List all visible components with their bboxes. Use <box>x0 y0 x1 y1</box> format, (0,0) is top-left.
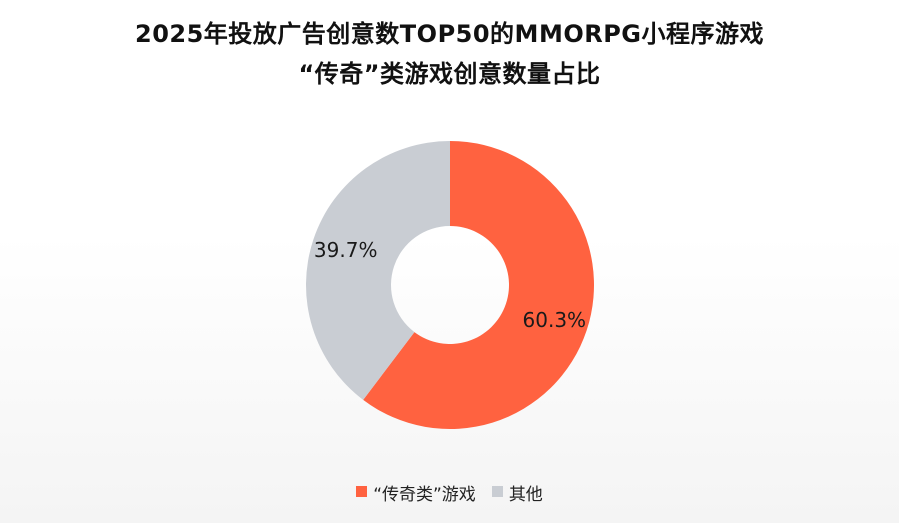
legend-label-1: “传奇类”游戏 <box>373 485 476 505</box>
chart-legend: “传奇类”游戏 其他 <box>0 480 899 505</box>
legend-item-2: 其他 <box>491 480 543 505</box>
chart-title-line-2: “传奇”类游戏创意数量占比 <box>298 60 601 88</box>
slice-value-label-1: 60.3% <box>523 308 587 332</box>
legend-label-2: 其他 <box>508 485 543 505</box>
pie-slice-1 <box>363 141 594 430</box>
slice-value-label-2: 39.7% <box>314 238 378 262</box>
legend-swatch-1 <box>356 486 368 497</box>
pie-slice-2 <box>306 141 450 400</box>
chart-title: 2025年投放广告创意数TOP50的MMORPG小程序游戏 “传奇”类游戏创意数… <box>0 14 899 94</box>
chart-title-line-1: 2025年投放广告创意数TOP50的MMORPG小程序游戏 <box>135 20 764 48</box>
legend-item-1: “传奇类”游戏 <box>356 480 476 505</box>
legend-swatch-2 <box>491 486 503 497</box>
